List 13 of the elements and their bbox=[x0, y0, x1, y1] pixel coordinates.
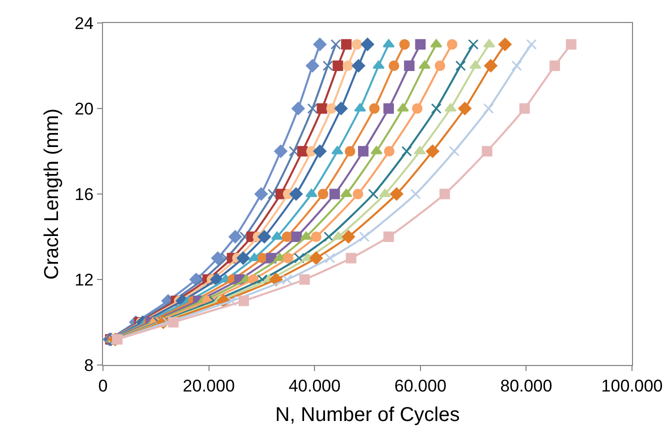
x-tick-label: 100.000 bbox=[601, 376, 663, 396]
y-axis-title: Crack Length (mm) bbox=[41, 108, 64, 280]
x-tick-label: 80.000 bbox=[500, 376, 552, 396]
x-tick-label: 60.000 bbox=[394, 376, 446, 396]
x-tick-label: 0 bbox=[98, 376, 108, 396]
x-axis-title: N, Number of Cycles bbox=[275, 404, 460, 426]
x-tick-label: 20.000 bbox=[182, 376, 235, 396]
x-tick-label: 40.000 bbox=[288, 376, 341, 396]
y-tick-label: 16 bbox=[74, 184, 94, 204]
y-tick-label: 20 bbox=[74, 99, 94, 118]
y-tick-label: 12 bbox=[74, 270, 94, 290]
y-tick-label: 24 bbox=[74, 14, 94, 33]
y-tick-label: 8 bbox=[84, 356, 94, 375]
